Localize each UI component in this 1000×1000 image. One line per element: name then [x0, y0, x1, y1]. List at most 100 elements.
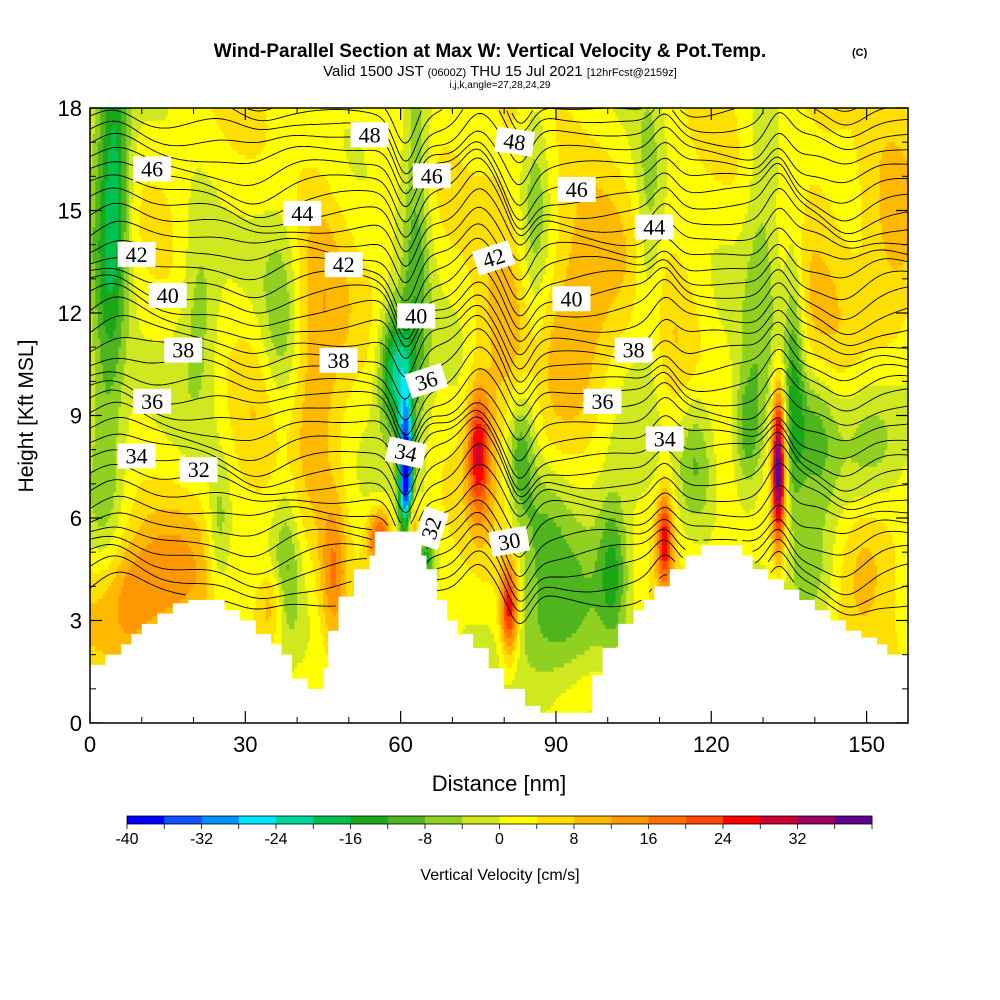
velocity-cell: [90, 402, 96, 408]
velocity-cell: [773, 509, 777, 515]
velocity-cell: [861, 201, 881, 207]
velocity-cell: [768, 389, 772, 395]
velocity-cell: [750, 509, 769, 515]
velocity-cell: [128, 415, 153, 421]
velocity-cell: [429, 248, 435, 254]
velocity-cell: [690, 377, 733, 382]
velocity-cell: [299, 325, 309, 331]
velocity-cell: [804, 479, 837, 485]
velocity-cell: [786, 483, 790, 489]
velocity-cell: [90, 466, 94, 472]
velocity-cell: [403, 483, 409, 489]
velocity-cell: [773, 317, 787, 323]
velocity-cell: [294, 338, 301, 344]
velocity-cell: [734, 471, 743, 476]
velocity-cell: [304, 389, 334, 395]
velocity-cell: [517, 240, 526, 246]
velocity-cell: [369, 342, 378, 348]
velocity-cell: [511, 219, 523, 224]
velocity-cell: [105, 133, 112, 139]
velocity-cell: [659, 334, 676, 340]
velocity-cell: [527, 449, 534, 455]
velocity-cell: [92, 163, 99, 169]
velocity-cell: [123, 368, 189, 374]
velocity-cell: [672, 330, 679, 335]
velocity-cell: [708, 411, 733, 417]
velocity-cell: [183, 291, 195, 297]
velocity-cell: [162, 189, 192, 195]
velocity-cell: [879, 201, 908, 207]
velocity-cell: [548, 389, 588, 395]
velocity-cell: [752, 133, 780, 139]
velocity-cell: [268, 321, 290, 327]
velocity-cell: [589, 441, 611, 446]
velocity-cell: [216, 509, 226, 515]
velocity-cell: [121, 509, 133, 515]
velocity-cell: [203, 509, 213, 515]
velocity-cell: [95, 372, 104, 378]
velocity-cell: [100, 351, 120, 357]
velocity-cell: [467, 402, 472, 408]
velocity-cell: [511, 389, 539, 395]
velocity-cell: [731, 419, 738, 425]
velocity-cell: [408, 266, 425, 271]
velocity-cell: [675, 488, 684, 493]
velocity-cell: [783, 342, 790, 348]
velocity-cell: [385, 338, 389, 344]
velocity-cell: [382, 394, 386, 400]
velocity-cell: [90, 176, 99, 182]
velocity-cell: [95, 300, 101, 306]
velocity-cell: [276, 428, 290, 434]
velocity-cell: [669, 453, 684, 459]
velocity-cell: [706, 500, 718, 506]
velocity-cell: [791, 509, 829, 515]
velocity-cell: [188, 368, 205, 374]
velocity-cell: [470, 513, 487, 519]
velocity-cell: [341, 441, 360, 446]
velocity-cell: [113, 287, 120, 293]
velocity-cell: [408, 483, 412, 489]
velocity-cell: [100, 355, 120, 361]
velocity-cell: [667, 518, 671, 523]
velocity-cell: [307, 287, 350, 293]
velocity-cell: [206, 313, 218, 318]
velocity-cell: [372, 522, 378, 528]
velocity-cell: [400, 492, 404, 498]
velocity-cell: [602, 505, 622, 511]
velocity-cell: [765, 231, 780, 237]
velocity-cell: [108, 163, 120, 169]
velocity-cell: [206, 321, 218, 327]
velocity-cell: [483, 500, 490, 506]
velocity-cell: [491, 449, 498, 455]
velocity-cell: [706, 406, 733, 412]
velocity-cell: [372, 377, 378, 382]
velocity-cell: [690, 129, 738, 135]
velocity-cell: [664, 201, 749, 207]
velocity-cell: [656, 176, 668, 182]
velocity-cell: [382, 325, 389, 331]
velocity-cell: [115, 372, 125, 378]
velocity-cell: [110, 142, 117, 148]
velocity-cell: [656, 513, 661, 519]
velocity-cell: [480, 458, 485, 464]
velocity-cell: [121, 214, 127, 220]
velocity-cell: [781, 411, 785, 417]
velocity-cell: [501, 466, 508, 472]
velocity-cell: [465, 428, 469, 434]
velocity-cell: [416, 424, 422, 429]
velocity-cell: [504, 377, 521, 382]
velocity-cell: [102, 163, 109, 169]
velocity-cell: [509, 206, 521, 212]
velocity-cell: [768, 505, 772, 511]
velocity-cell: [742, 466, 756, 472]
velocity-cell: [102, 154, 109, 160]
velocity-cell: [260, 325, 270, 331]
velocity-cell: [403, 488, 409, 493]
velocity-cell: [597, 342, 617, 348]
velocity-cell: [110, 133, 117, 139]
velocity-cell: [511, 210, 523, 216]
velocity-cell: [509, 428, 516, 434]
velocity-cell: [154, 419, 218, 425]
velocity-cell: [188, 488, 210, 493]
velocity-cell: [299, 509, 314, 515]
